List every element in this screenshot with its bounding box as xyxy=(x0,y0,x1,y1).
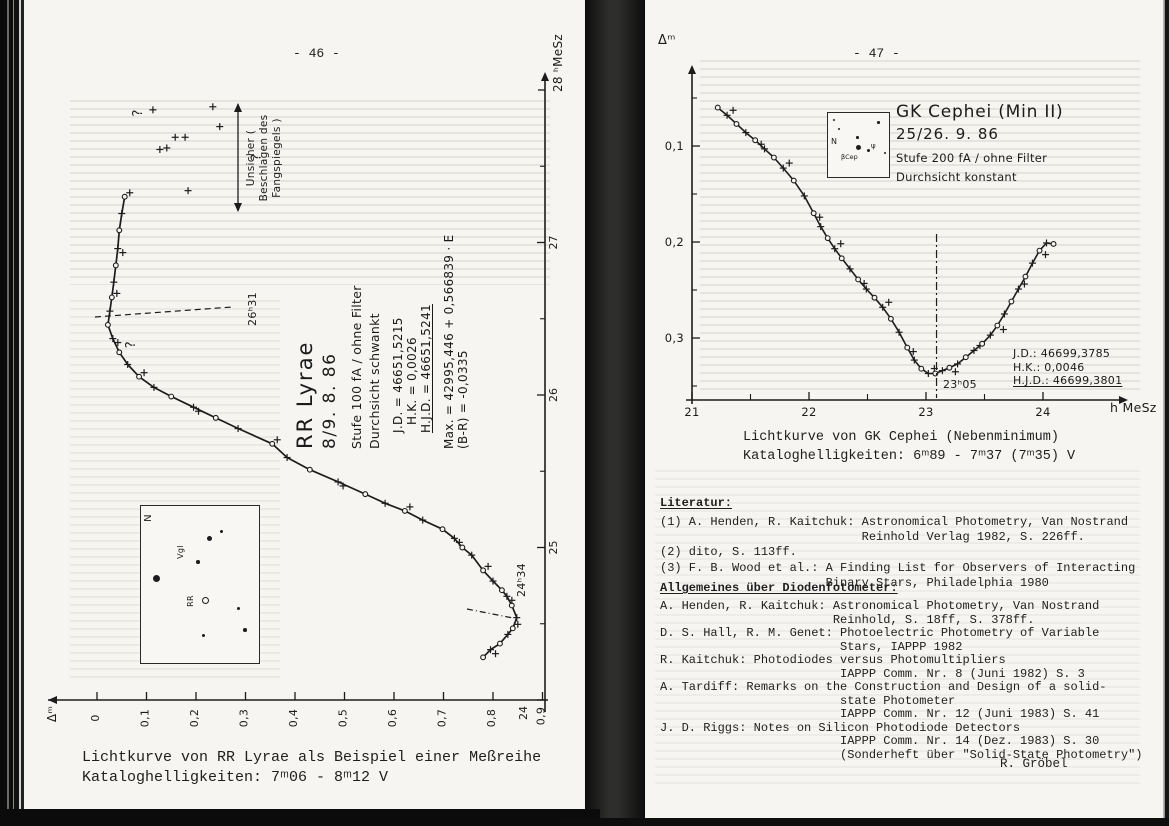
rr-finder-north-label: N xyxy=(143,514,154,522)
star-dot xyxy=(207,536,212,541)
star-dot xyxy=(202,634,205,637)
star-dot xyxy=(237,607,240,610)
gk-minimum-time-label: 23ʰ05 xyxy=(943,378,977,391)
svg-text:0,8: 0,8 xyxy=(485,709,498,727)
rr-minimum-time-label: 24ʰ34 xyxy=(515,563,528,597)
rr-durchsicht: Durchsicht schwankt xyxy=(367,313,382,449)
author-signature: R. Gröbel xyxy=(1000,757,1068,771)
svg-text:?: ? xyxy=(249,153,264,160)
scan-edge-left xyxy=(0,0,24,826)
gk-durchsicht: Durchsicht konstant xyxy=(896,170,1017,184)
gk-time-axis-label: h MeSz xyxy=(1110,400,1157,415)
rr-hjd: H.J.D. = 46651,5241 xyxy=(419,225,433,433)
star-dot xyxy=(153,575,160,582)
left-page-number: - 46 - xyxy=(293,46,340,61)
svg-text:0,5: 0,5 xyxy=(337,709,350,727)
allgemeines-heading: Allgemeines über Diodenfotometer: xyxy=(660,581,898,595)
scan-edge-bottom xyxy=(560,818,1169,826)
svg-text:24: 24 xyxy=(1035,405,1050,419)
literatur-list: (1) A. Henden, R. Kaitchuk: Astronomical… xyxy=(660,515,1136,590)
svg-text:24: 24 xyxy=(517,706,530,720)
rr-time-axis-label: 28 ʰMeSz xyxy=(551,34,565,92)
rr-jd: J.D. = 46651,5215 xyxy=(391,317,405,433)
svg-text:?: ? xyxy=(131,109,146,116)
svg-text:?: ? xyxy=(124,341,139,348)
rr-b-minus-r: (B-R) = -0,0335 xyxy=(456,350,470,449)
svg-text:0,7: 0,7 xyxy=(436,709,449,727)
rr-hk: H.K. = 0,0026 xyxy=(405,337,419,425)
rr-dm-axis-label: Δᵐ xyxy=(45,705,59,723)
rr-maximum-time-label: 26ʰ31 xyxy=(246,292,259,326)
gk-results-block: J.D.: 46699,3785 H.K.: 0,0046 H.J.D.: 46… xyxy=(1013,347,1122,388)
svg-text:0,3: 0,3 xyxy=(665,331,684,345)
svg-text:0,1: 0,1 xyxy=(665,139,684,153)
svg-text:0,9: 0,9 xyxy=(535,707,548,725)
svg-text:0,3: 0,3 xyxy=(238,709,251,727)
beta-cep-label: βCep xyxy=(841,153,858,161)
star-dot xyxy=(833,119,835,121)
rr-caption: Lichtkurve von RR Lyrae als Beispiel ein… xyxy=(82,748,541,788)
gk-caption: Lichtkurve von GK Cephei (Nebenminimum) … xyxy=(743,428,1075,466)
rr-caption-line2: Kataloghelligkeiten: 7ᵐ06 - 8ᵐ12 V xyxy=(82,769,389,786)
rr-hjd-value: H.J.D. = 46651,5241 xyxy=(419,304,433,433)
rr-finder-chart: N Vgl RR xyxy=(140,505,260,664)
star-dot xyxy=(867,149,870,152)
psi-star-mark: ψ xyxy=(871,142,876,150)
svg-text:0,1: 0,1 xyxy=(139,709,152,727)
star-dot xyxy=(220,530,223,533)
gk-finder-chart: N βCep ψ xyxy=(827,112,890,178)
right-page-number: - 47 - xyxy=(853,46,900,61)
svg-text:27: 27 xyxy=(547,236,560,250)
rr-stufe: Stufe 100 fA / ohne Filter xyxy=(349,285,364,449)
gk-caption-line2: Kataloghelligkeiten: 6ᵐ89 - 7ᵐ37 (7ᵐ35) … xyxy=(743,449,1076,464)
rr-uncertain-note: Unsicher ( Beschlagen des Fangspiegels ) xyxy=(245,114,283,202)
rr-lyrae-info-block: RR Lyrae 8/9. 8. 86 Stufe 100 fA / ohne … xyxy=(293,225,470,449)
right-page xyxy=(645,0,1165,820)
svg-text:21: 21 xyxy=(684,405,699,419)
rr-caption-line1: Lichtkurve von RR Lyrae als Beispiel ein… xyxy=(82,749,542,766)
svg-text:0,4: 0,4 xyxy=(287,709,300,727)
scan-edge-right xyxy=(1163,0,1169,826)
gk-stufe: Stufe 200 fA / ohne Filter xyxy=(896,151,1048,165)
literatur-heading: Literatur: xyxy=(660,496,733,510)
gk-jd: J.D.: 46699,3785 xyxy=(1013,347,1111,360)
gk-cephei-info-block: GK Cephei (Min II) 25/26. 9. 86 Stufe 20… xyxy=(896,102,1063,184)
star-dot xyxy=(856,145,861,150)
star-dot xyxy=(884,152,886,154)
gk-star-name: GK Cephei (Min II) xyxy=(896,102,1064,122)
star-dot xyxy=(196,560,200,564)
svg-text:22: 22 xyxy=(801,405,816,419)
gk-dm-axis-label: Δᵐ xyxy=(658,33,676,48)
rr-max-ephemeris: Max. = 42995,446 + 0,566839 · E xyxy=(442,234,456,449)
svg-text:0,2: 0,2 xyxy=(665,235,684,249)
star-dot xyxy=(243,628,247,632)
svg-text:25: 25 xyxy=(547,541,560,555)
comparison-star-label: Vgl xyxy=(176,545,185,559)
variable-star-marker xyxy=(202,597,209,604)
gk-hk: H.K.: 0,0046 xyxy=(1013,360,1085,374)
star-dot xyxy=(856,136,859,139)
svg-text:0: 0 xyxy=(89,714,102,721)
star-dot xyxy=(877,121,880,124)
gk-date: 25/26. 9. 86 xyxy=(896,125,999,143)
scan-edge-bottom xyxy=(0,809,600,826)
book-gutter-shadow xyxy=(583,0,647,826)
svg-text:0,6: 0,6 xyxy=(386,709,399,727)
rr-star-name: RR Lyrae xyxy=(293,340,317,449)
rr-date: 8/9. 8. 86 xyxy=(320,352,340,449)
rr-star-label: RR xyxy=(186,595,195,607)
svg-text:23: 23 xyxy=(918,405,933,419)
gk-caption-line1: Lichtkurve von GK Cephei (Nebenminimum) xyxy=(743,430,1059,445)
svg-text:26: 26 xyxy=(547,388,560,402)
gk-hjd: H.J.D.: 46699,3801 xyxy=(1013,374,1123,387)
gk-finder-north-label: N xyxy=(831,137,838,146)
allgemeines-list: A. Henden, R. Kaitchuk: Astronomical Pho… xyxy=(660,599,1143,762)
star-dot xyxy=(838,128,840,130)
left-page xyxy=(22,0,585,812)
svg-text:0,2: 0,2 xyxy=(188,709,201,727)
